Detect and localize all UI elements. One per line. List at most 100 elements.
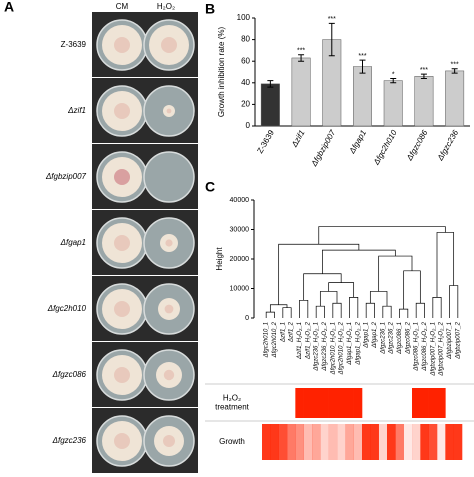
- colony-center: [164, 304, 174, 314]
- leaf-label: Δfgc2h010_2: [272, 321, 278, 358]
- heatmap-cell: [454, 388, 463, 418]
- heatmap-cell: [303, 424, 313, 460]
- heatmap-cell: [278, 424, 288, 460]
- leaf-label: Δfgap1_1: [364, 322, 370, 349]
- y-tick-label: 30000: [230, 226, 250, 233]
- heatmap-cell: [353, 424, 363, 460]
- significance-label: ***: [358, 53, 366, 60]
- dendrogram-link: [265, 311, 275, 318]
- x-tick-label: Δzif1: [289, 129, 306, 150]
- heatmap-cell: [320, 388, 329, 418]
- colony-center: [114, 301, 130, 317]
- dendrogram-link: [328, 282, 355, 298]
- x-tick-label: Z-3639: [255, 128, 276, 155]
- y-tick-label: 20000: [230, 256, 250, 263]
- error-bar: [328, 22, 335, 57]
- error-bar: [451, 68, 458, 74]
- leaf-label: Δfgzc086_2: [405, 321, 411, 354]
- dendrogram-link: [319, 291, 338, 307]
- significance-label: ***: [297, 48, 305, 55]
- heatmap-cell: [437, 388, 446, 418]
- dendrogram-link: [322, 249, 396, 274]
- heatmap-cell: [404, 388, 413, 418]
- heatmap-cell: [312, 424, 321, 460]
- bar: [291, 57, 311, 127]
- dendrogram-link: [315, 305, 325, 318]
- heatmap-cell: [378, 424, 388, 460]
- dendrogram-link: [318, 226, 446, 245]
- leaf-label: Δzif1_1: [280, 322, 286, 343]
- dendrogram-link: [299, 299, 309, 318]
- heatmap-cell: [287, 388, 296, 418]
- error-bar: [359, 59, 366, 74]
- leaf-label: Δfgzc086_1: [397, 322, 403, 355]
- panel-label: B: [205, 1, 215, 17]
- heatmap-cell: [328, 424, 338, 460]
- leaf-label: Δfgzc236_2: [389, 321, 395, 354]
- colony-center: [165, 239, 173, 247]
- x-tick-label: Δfgbzip007: [309, 128, 338, 169]
- heatmap-cell: [445, 424, 454, 460]
- colony-center: [163, 369, 175, 381]
- bar: [383, 80, 403, 127]
- significance-label: ***: [420, 67, 428, 74]
- leaf-label: Δfgzc236_H₂O₂_1: [314, 322, 320, 372]
- colony-center: [166, 108, 172, 114]
- heatmap-cell: [362, 388, 371, 418]
- dendrogram-link: [449, 285, 459, 318]
- strain-label: Δfgbzip007: [45, 172, 87, 181]
- heatmap-cell: [403, 424, 413, 460]
- dendrogram-link: [432, 297, 442, 318]
- leaf-label: Δfgbzip007_2: [455, 321, 461, 359]
- leaf-label: Δfgzc086_H₂O₂_2: [422, 321, 428, 371]
- dendrogram-link: [369, 291, 388, 307]
- y-axis-label: Growth inhibition rate (%): [217, 27, 226, 118]
- heatmap-cell: [320, 424, 329, 460]
- heatmap-cell: [379, 388, 388, 418]
- leaf-label: Δfgzc086_H₂O₂_1: [414, 322, 420, 372]
- heatmap-cell: [387, 424, 396, 460]
- leaf-label: Δfgbzip007_H₂O₂_1: [430, 322, 436, 377]
- petri-dish: [143, 151, 195, 203]
- error-bar: [420, 73, 427, 79]
- dendrogram-link: [378, 255, 413, 292]
- row-label: treatment: [215, 403, 250, 412]
- leaf-label: Δfgzc236_1: [380, 322, 386, 355]
- heatmap-cell: [412, 424, 421, 460]
- leaf-label: Δfgbzip007_H₂O₂_2: [439, 321, 445, 376]
- heatmap-cell: [428, 424, 438, 460]
- leaf-label: Δfgzc236_H₂O₂_2: [322, 321, 328, 371]
- column-label: CM: [116, 2, 129, 11]
- row-label: H₂O₂: [223, 394, 241, 403]
- dendrogram-link: [382, 305, 392, 318]
- heatmap-cell: [420, 424, 429, 460]
- strain-label: Δzif1: [67, 106, 86, 115]
- leaf-label: Δfgc2h010_1: [264, 322, 270, 358]
- leaf-label: Δfgbzip007_1: [447, 322, 453, 360]
- colony-center: [114, 433, 130, 449]
- heatmap-cell: [295, 388, 304, 418]
- dendrogram-link: [269, 304, 288, 313]
- strain-label: Δfgzc086: [52, 370, 87, 379]
- leaf-label: Δfgap1_2: [372, 321, 378, 348]
- heatmap-cell: [395, 388, 404, 418]
- significance-label: *: [392, 71, 395, 78]
- dendrogram-link: [349, 297, 359, 318]
- heatmap-cell: [287, 424, 296, 460]
- heatmap-cell: [295, 424, 304, 460]
- heatmap-cell: [387, 388, 396, 418]
- dendrogram-link: [436, 232, 455, 298]
- colony-center: [114, 37, 130, 53]
- heatmap-cell: [353, 388, 363, 418]
- dendrogram-link: [303, 273, 342, 301]
- strain-label: Δfgc2h010: [47, 304, 87, 313]
- column-label: H₂O₂: [157, 2, 175, 11]
- dendrogram-link: [278, 243, 360, 305]
- heatmap-cell: [279, 388, 288, 418]
- leaf-label: Δfgap1_H₂O₂_2: [355, 321, 361, 365]
- y-tick-label: 80: [241, 35, 250, 44]
- colony-center: [163, 435, 175, 447]
- row-label: Growth: [219, 437, 245, 446]
